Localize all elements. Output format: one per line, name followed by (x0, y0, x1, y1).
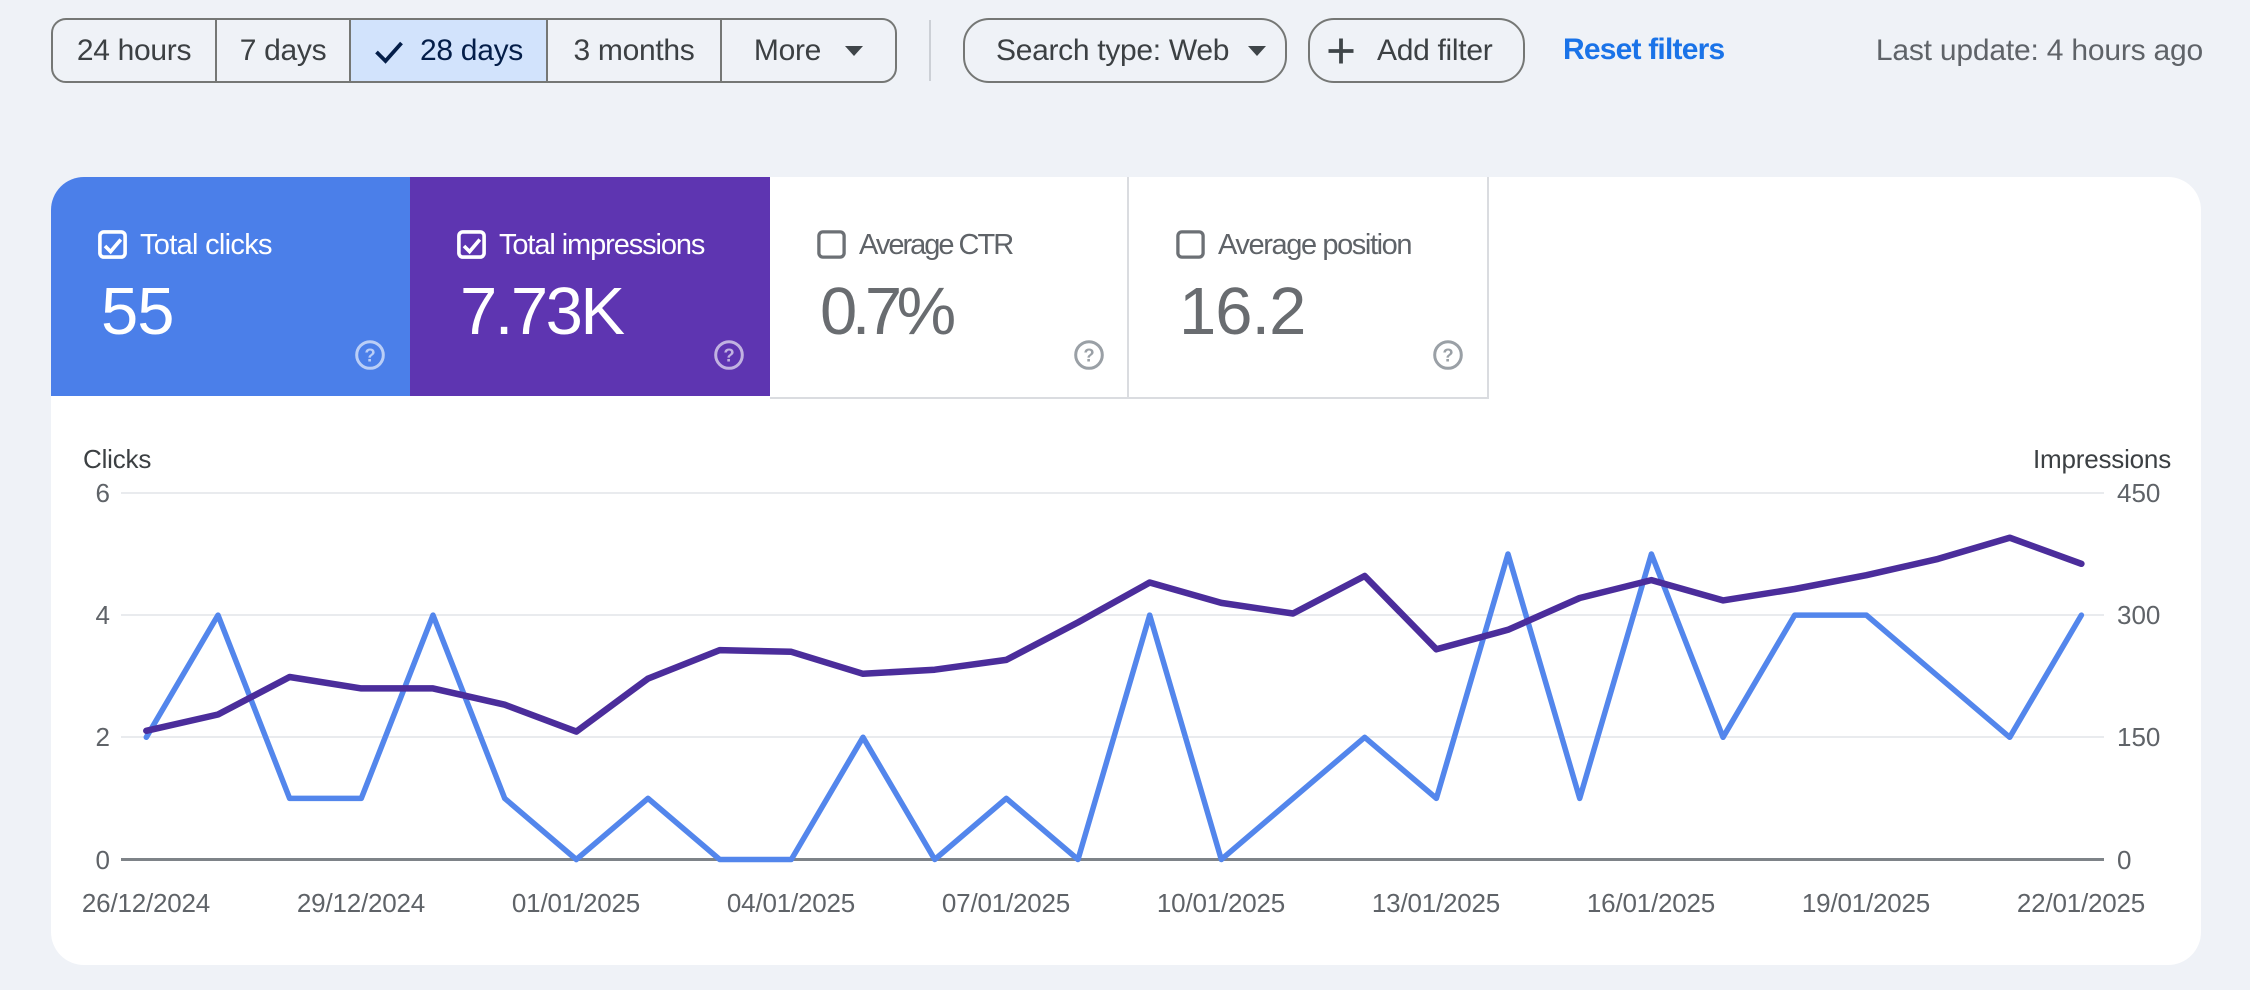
svg-text:?: ? (1083, 345, 1094, 366)
svg-text:?: ? (364, 345, 375, 366)
svg-text:?: ? (1442, 345, 1453, 366)
svg-text:?: ? (723, 345, 734, 366)
